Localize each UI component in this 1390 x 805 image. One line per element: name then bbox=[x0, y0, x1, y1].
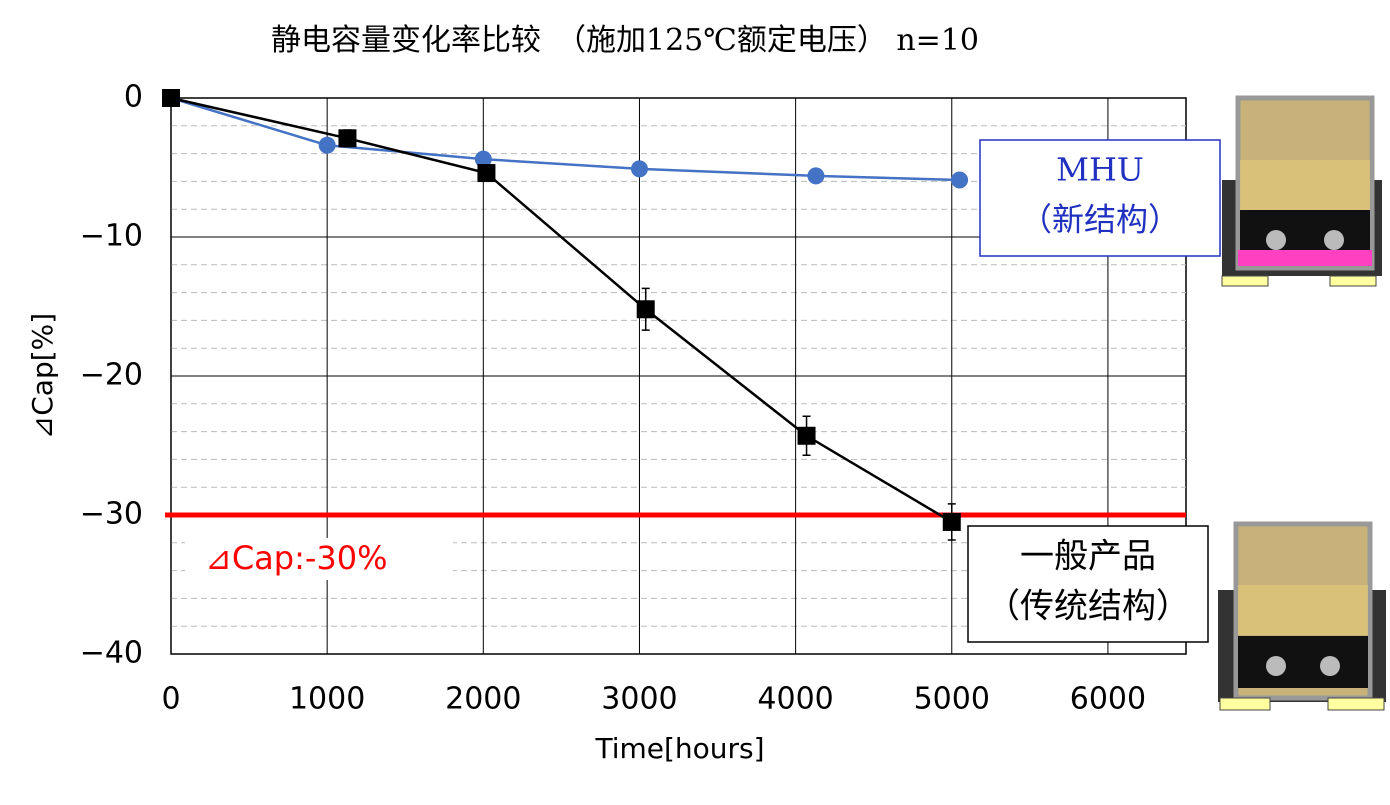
threshold-label-bg bbox=[185, 538, 453, 580]
series-line bbox=[170, 96, 953, 524]
marker bbox=[338, 129, 357, 148]
marker bbox=[942, 512, 961, 531]
marker bbox=[951, 171, 969, 189]
annotation-text: 一般产品 bbox=[1020, 537, 1156, 577]
marker bbox=[630, 160, 648, 178]
marker bbox=[636, 300, 655, 319]
y-tick-label: 0 bbox=[124, 80, 143, 115]
marker bbox=[162, 89, 180, 107]
marker bbox=[807, 167, 825, 185]
x-axis-label: Time[hours] bbox=[594, 732, 764, 765]
annotation-text: MHU bbox=[1056, 151, 1144, 189]
marker bbox=[797, 426, 816, 445]
chart-title: 静电容量变化率比较 （施加125℃额定电压） n=10 bbox=[271, 23, 979, 58]
y-tick-label: −30 bbox=[80, 497, 143, 532]
marker bbox=[318, 136, 336, 154]
marker bbox=[477, 164, 496, 183]
mhu-illustration bbox=[1221, 95, 1382, 287]
x-tick-label: 5000 bbox=[914, 682, 990, 717]
x-tick-label: 1000 bbox=[289, 682, 365, 717]
x-tick-label: 3000 bbox=[601, 682, 677, 717]
x-tick-label: 6000 bbox=[1070, 682, 1146, 717]
y-axis-label: ⊿Cap[%] bbox=[26, 313, 59, 439]
y-tick-label: −20 bbox=[80, 358, 143, 393]
threshold-label: ⊿Cap:-30% bbox=[205, 539, 388, 577]
conventional-illustration bbox=[1218, 521, 1386, 711]
annotation-box bbox=[967, 525, 1209, 643]
x-tick-label: 2000 bbox=[445, 682, 521, 717]
x-tick-label: 0 bbox=[161, 682, 180, 717]
marker bbox=[474, 150, 492, 168]
y-tick-label: −10 bbox=[80, 219, 143, 254]
annotation-box bbox=[979, 139, 1221, 257]
series-line bbox=[170, 96, 960, 182]
annotation-text: （新结构） bbox=[1020, 201, 1180, 239]
x-tick-label: 4000 bbox=[757, 682, 833, 717]
y-tick-label: −40 bbox=[80, 636, 143, 671]
annotation-text: （传统结构） bbox=[986, 587, 1190, 627]
